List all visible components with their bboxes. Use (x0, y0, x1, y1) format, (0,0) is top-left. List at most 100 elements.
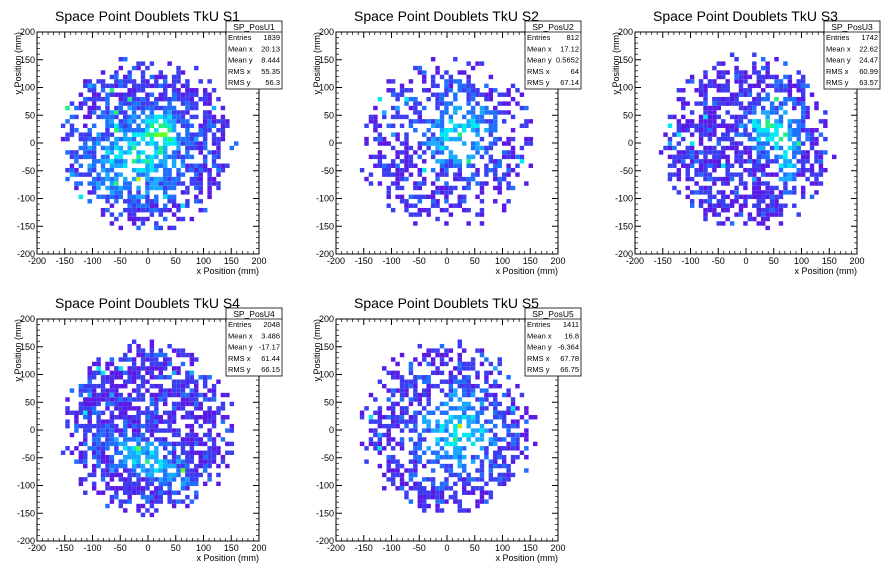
histogram-bin (180, 119, 186, 124)
histogram-bin (475, 181, 480, 186)
histogram-bin (475, 454, 480, 460)
histogram-bin (484, 357, 489, 362)
histogram-bin (435, 370, 440, 376)
histogram-bin (435, 65, 440, 71)
histogram-bin (140, 110, 146, 115)
histogram-bin (136, 88, 141, 93)
histogram-bin (457, 370, 462, 376)
histogram-bin (519, 145, 525, 151)
histogram-bin (127, 114, 132, 120)
histogram-bin (114, 375, 119, 380)
histogram-bin (167, 428, 172, 433)
histogram-bin (149, 392, 155, 398)
histogram-bin (479, 212, 485, 217)
histogram-bin (189, 101, 195, 106)
histogram-bin (800, 74, 806, 80)
histogram-bin (211, 88, 217, 93)
histogram-bin (413, 163, 418, 168)
histogram-bin (211, 415, 217, 420)
histogram-bin (413, 463, 418, 469)
histogram-bin (390, 415, 396, 420)
histogram-bin (207, 446, 212, 451)
histogram-bin (488, 361, 494, 367)
histogram-bin (408, 212, 414, 217)
histogram-bin (488, 494, 494, 500)
histogram-bin (171, 141, 177, 146)
histogram-bin (109, 468, 115, 473)
stats-value: 0.5652 (556, 56, 579, 65)
histogram-bin (176, 65, 181, 71)
histogram-bin (725, 176, 730, 182)
histogram-bin (444, 167, 449, 173)
histogram-bin (685, 194, 690, 200)
histogram-bin (216, 141, 221, 146)
histogram-bin (712, 207, 717, 213)
histogram-bin (123, 181, 128, 186)
histogram-bin (162, 105, 168, 111)
histogram-bin (470, 392, 476, 398)
histogram-bin (707, 199, 713, 204)
histogram-bin (198, 199, 203, 204)
histogram-bin (765, 123, 770, 129)
histogram-bin (404, 101, 409, 106)
histogram-bin (814, 150, 819, 155)
histogram-bin (769, 105, 775, 111)
histogram-bin (444, 352, 449, 358)
histogram-bin (202, 379, 208, 384)
histogram-bin (377, 423, 383, 429)
histogram-bin (493, 172, 498, 177)
histogram-bin (123, 92, 128, 97)
histogram-bin (716, 163, 722, 168)
histogram-bin (466, 419, 471, 424)
histogram-bin (78, 132, 84, 137)
histogram-bin (91, 88, 97, 93)
histogram-bin (765, 96, 770, 102)
histogram-bin (377, 181, 383, 186)
histogram-bin (721, 136, 726, 142)
histogram-bin (96, 181, 101, 186)
histogram-bin (493, 477, 498, 482)
histogram-bin (488, 154, 494, 160)
histogram-bin (404, 163, 409, 168)
histogram-bin (734, 65, 739, 71)
histogram-bin (171, 472, 177, 478)
histogram-bin (698, 83, 704, 89)
histogram-bin (180, 437, 186, 442)
y-tick-label: -100 (17, 481, 35, 491)
x-tick-label: 150 (224, 543, 239, 553)
x-tick-label: -100 (681, 256, 699, 266)
histogram-bin (140, 88, 146, 93)
histogram-bin (712, 167, 717, 173)
histogram-bin (189, 370, 195, 376)
histogram-bin (470, 432, 476, 438)
histogram-bin (395, 472, 400, 478)
histogram-bin (123, 132, 128, 137)
histogram-bin (202, 432, 208, 438)
histogram-bin (390, 454, 396, 460)
histogram-bin (171, 463, 177, 469)
histogram-bin (760, 154, 766, 160)
histogram-bin (189, 392, 195, 398)
histogram-bin (136, 132, 141, 137)
histogram-bin (814, 128, 819, 133)
histogram-bin (189, 415, 195, 420)
histogram-bin (515, 423, 520, 429)
histogram-bin (390, 181, 396, 186)
histogram-bin (805, 128, 810, 133)
histogram-bin (189, 441, 195, 447)
histogram-bin (774, 128, 779, 133)
histogram-bin (158, 392, 163, 398)
histogram-bin (140, 101, 146, 106)
histogram-bin (756, 70, 761, 75)
histogram-bin (510, 472, 516, 478)
stats-label: RMS x (527, 354, 550, 363)
histogram-bin (426, 379, 431, 384)
histogram-bin (752, 167, 757, 173)
histogram-bin (760, 199, 766, 204)
histogram-bin (515, 406, 520, 411)
histogram-bin (698, 79, 704, 84)
histogram-bin (395, 194, 400, 200)
histogram-bin (189, 181, 195, 186)
histogram-bin (100, 176, 106, 182)
histogram-bin (506, 428, 511, 433)
